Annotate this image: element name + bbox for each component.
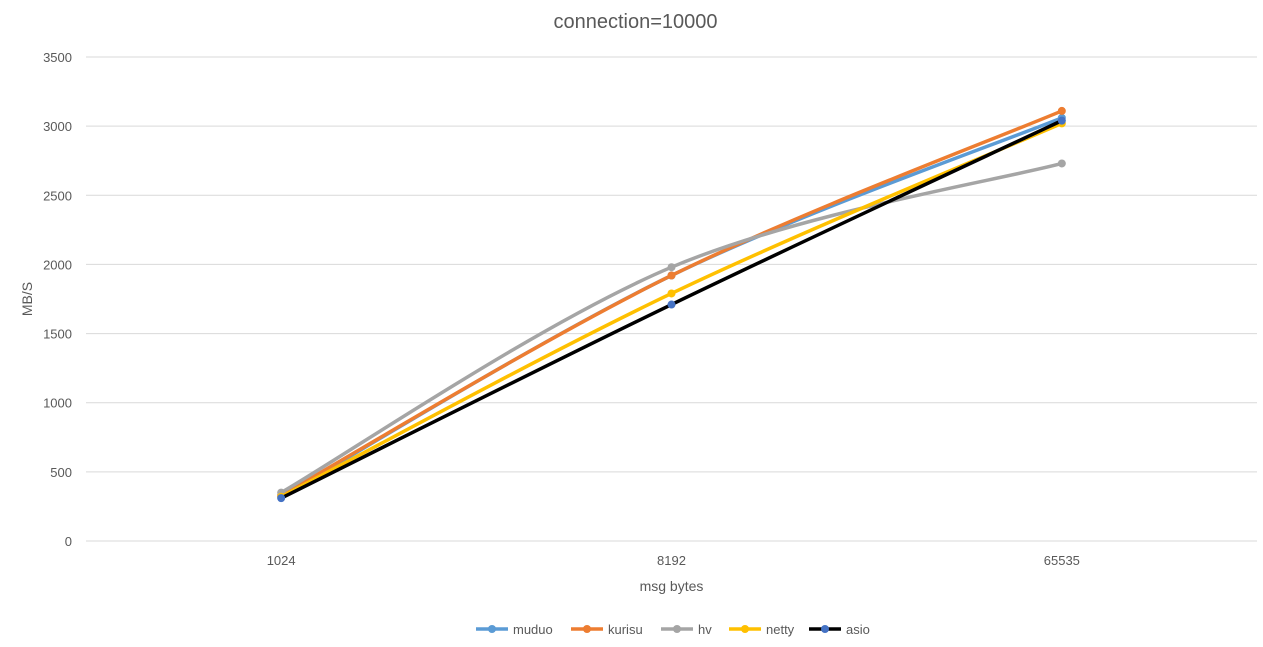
legend-item-muduo[interactable]: muduo	[476, 622, 553, 637]
x-tick-label: 65535	[1044, 553, 1080, 568]
series-asio	[277, 116, 1066, 503]
data-point-hv	[1057, 159, 1066, 168]
x-axis-title: msg bytes	[640, 578, 704, 594]
data-point-kurisu	[667, 271, 676, 280]
legend-swatch-marker	[741, 625, 749, 633]
legend-label: kurisu	[608, 622, 643, 637]
legend-item-asio[interactable]: asio	[809, 622, 870, 637]
series-netty	[277, 119, 1066, 501]
y-tick-label: 0	[65, 534, 72, 549]
legend-swatch-marker	[583, 625, 591, 633]
y-tick-label: 3000	[43, 119, 72, 134]
data-point-asio	[667, 300, 676, 309]
series-lines	[277, 106, 1066, 503]
y-tick-label: 2500	[43, 188, 72, 203]
legend-swatch-marker	[488, 625, 496, 633]
data-point-hv	[667, 263, 676, 272]
series-line-hv	[279, 161, 1064, 495]
data-point-asio	[1057, 116, 1066, 125]
y-axis-ticks: 0 500 1000 1500 2000 2500 3000 3500	[43, 50, 72, 549]
x-tick-label: 8192	[657, 553, 686, 568]
x-axis-ticks: 1024 8192 65535	[267, 553, 1080, 568]
legend-swatch-marker	[673, 625, 681, 633]
chart-title: connection=10000	[553, 11, 718, 33]
y-tick-label: 3500	[43, 50, 72, 65]
y-tick-label: 1000	[43, 396, 72, 411]
series-hv	[277, 159, 1066, 497]
legend-label: netty	[766, 622, 795, 637]
legend[interactable]: muduo kurisu hv netty asio	[476, 622, 870, 637]
data-point-asio	[277, 494, 286, 503]
x-tick-label: 1024	[267, 553, 296, 568]
data-point-netty	[667, 289, 676, 298]
data-point-kurisu	[1057, 106, 1066, 115]
gridlines	[86, 56, 1257, 542]
y-tick-label: 1500	[43, 327, 72, 342]
legend-swatch-marker	[821, 625, 829, 633]
legend-item-kurisu[interactable]: kurisu	[571, 622, 643, 637]
series-line-asio	[279, 118, 1064, 500]
y-tick-label: 2000	[43, 257, 72, 272]
legend-label: asio	[846, 622, 870, 637]
y-axis-title: MB/S	[19, 282, 35, 316]
y-tick-label: 500	[50, 465, 72, 480]
legend-label: muduo	[513, 622, 553, 637]
legend-item-hv[interactable]: hv	[661, 622, 712, 637]
legend-label: hv	[698, 622, 712, 637]
legend-item-netty[interactable]: netty	[729, 622, 795, 637]
